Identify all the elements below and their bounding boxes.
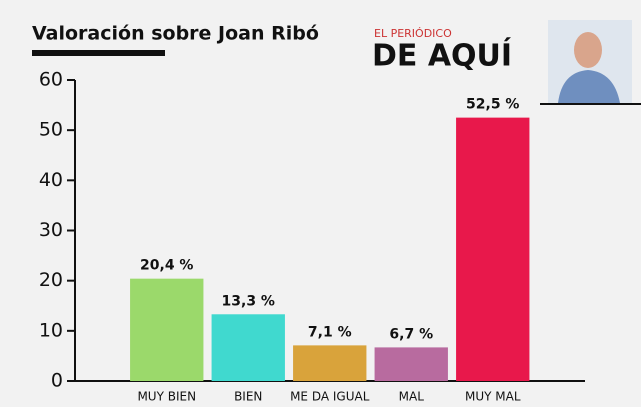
y-tick-label: 60 xyxy=(39,69,63,91)
x-tick-label: MUY BIEN xyxy=(137,390,196,404)
y-tick-label: 10 xyxy=(39,319,63,341)
logo-main: DE AQUÍ xyxy=(372,38,512,74)
y-tick-label: 50 xyxy=(39,119,63,141)
x-tick-label: ME DA IGUAL xyxy=(290,390,370,404)
y-tick-label: 30 xyxy=(39,219,63,241)
x-tick-label: BIEN xyxy=(234,390,262,404)
bar xyxy=(130,278,204,381)
value-label: 52,5 % xyxy=(466,97,519,113)
chart-title: Valoración sobre Joan Ribó xyxy=(32,23,319,45)
bar xyxy=(211,314,285,381)
x-tick-label: MUY MAL xyxy=(465,390,521,404)
value-label: 6,7 % xyxy=(389,326,433,342)
value-label: 20,4 % xyxy=(140,258,193,274)
title-underline xyxy=(32,50,165,56)
value-label: 7,1 % xyxy=(308,324,352,340)
y-tick-label: 20 xyxy=(39,269,63,291)
photo xyxy=(548,20,632,103)
bar xyxy=(456,117,530,381)
bar xyxy=(293,345,367,381)
y-tick-label: 0 xyxy=(51,370,63,392)
y-tick-label: 40 xyxy=(39,169,63,191)
logo-top: EL PERIÓDICO xyxy=(374,27,452,40)
x-tick-label: MAL xyxy=(399,390,425,404)
value-label: 13,3 % xyxy=(222,293,275,309)
bar xyxy=(374,347,448,381)
